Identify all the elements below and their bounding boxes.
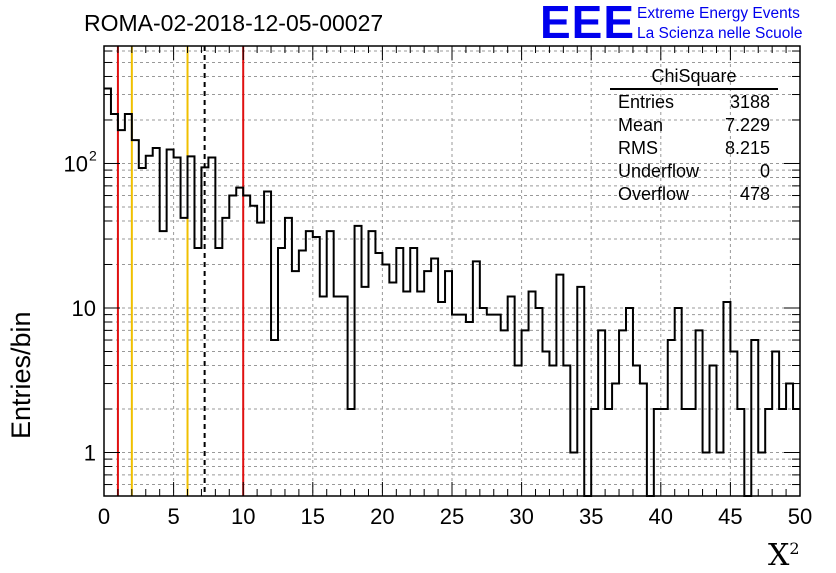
x-tick-label: 0 — [98, 504, 110, 529]
x-axis-title-base: X — [768, 538, 790, 573]
x-tick-label: 10 — [231, 504, 255, 529]
eee-logo: EEE Extreme Energy Events La Scienza nel… — [540, 0, 836, 48]
stats-row-mean: Mean 7.229 — [618, 115, 770, 137]
stats-label: Underflow — [618, 161, 700, 181]
y-tick-label: 10 — [64, 151, 88, 176]
stats-value: 8.215 — [724, 138, 770, 158]
logo-line-1: Extreme Energy Events — [637, 5, 800, 22]
x-tick-label: 20 — [370, 504, 394, 529]
x-tick-label: 45 — [718, 504, 742, 529]
x-tick-label: 35 — [579, 504, 603, 529]
stats-value: 0 — [759, 161, 770, 181]
stats-label: Overflow — [618, 184, 690, 204]
y-axis-title: Entries/bin — [6, 311, 36, 439]
stats-box: ChiSquare Entries 3188 Mean 7.229 RMS 8.… — [610, 66, 778, 210]
stats-divider — [610, 88, 778, 90]
stats-title: ChiSquare — [651, 66, 737, 86]
stats-value: 7.229 — [724, 115, 770, 135]
y-tick-label-exponent: 2 — [89, 147, 97, 163]
run-title: ROMA-02-2018-12-05-00027 — [84, 10, 384, 36]
x-tick-labels: 0 5 10 15 20 25 30 35 40 45 50 — [98, 504, 812, 529]
stats-label: Entries — [618, 92, 675, 112]
histogram-outline — [104, 87, 800, 497]
stats-row-underflow: Underflow 0 — [618, 161, 770, 183]
logo-line-2: La Scienza nelle Scuole — [637, 25, 803, 42]
stats-row-entries: Entries 3188 — [618, 92, 770, 114]
y-tick-label: 1 — [84, 440, 96, 465]
x-tick-label: 25 — [440, 504, 464, 529]
x-tick-label: 15 — [301, 504, 325, 529]
x-tick-label: 5 — [167, 504, 179, 529]
x-tick-label: 50 — [788, 504, 812, 529]
x-tick-label: 30 — [509, 504, 533, 529]
stats-row-overflow: Overflow 478 — [618, 184, 770, 206]
x-axis-title: X2 — [768, 538, 800, 573]
stats-value: 3188 — [729, 92, 770, 112]
x-axis-title-exponent: 2 — [789, 539, 800, 558]
stats-row-rms: RMS 8.215 — [618, 138, 770, 160]
x-tick-label: 40 — [649, 504, 673, 529]
plot-frame — [103, 45, 801, 497]
stats-label: RMS — [618, 138, 658, 158]
logo-mark: EEE — [540, 0, 636, 48]
y-tick-label: 10 — [72, 296, 96, 321]
stats-value: 478 — [739, 184, 770, 204]
stats-label: Mean — [618, 115, 664, 135]
